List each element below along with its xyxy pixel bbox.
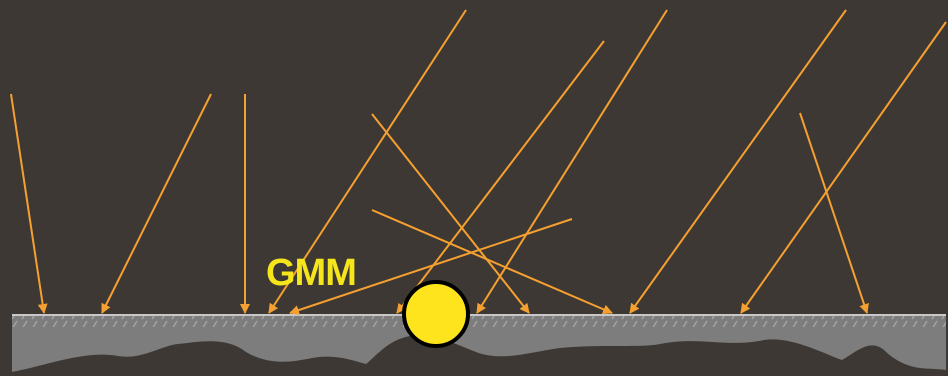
ray-arrow	[371, 113, 530, 314]
ray-arrow	[268, 9, 467, 314]
bedrock-profile	[12, 335, 946, 376]
ray-arrow	[371, 209, 613, 315]
ground-hatching	[12, 316, 946, 327]
gmm-label: GMM	[266, 252, 357, 294]
ray-arrow	[101, 93, 212, 314]
ray-arrows	[10, 9, 947, 315]
station-marker	[402, 280, 470, 348]
ray-arrow	[799, 112, 869, 314]
ray-arrow	[10, 93, 48, 314]
ray-arrow	[396, 40, 605, 314]
ray-arrow	[740, 21, 947, 314]
ray-arrow	[476, 9, 668, 314]
ray-arrow	[629, 9, 847, 314]
ground-surface	[12, 314, 946, 376]
